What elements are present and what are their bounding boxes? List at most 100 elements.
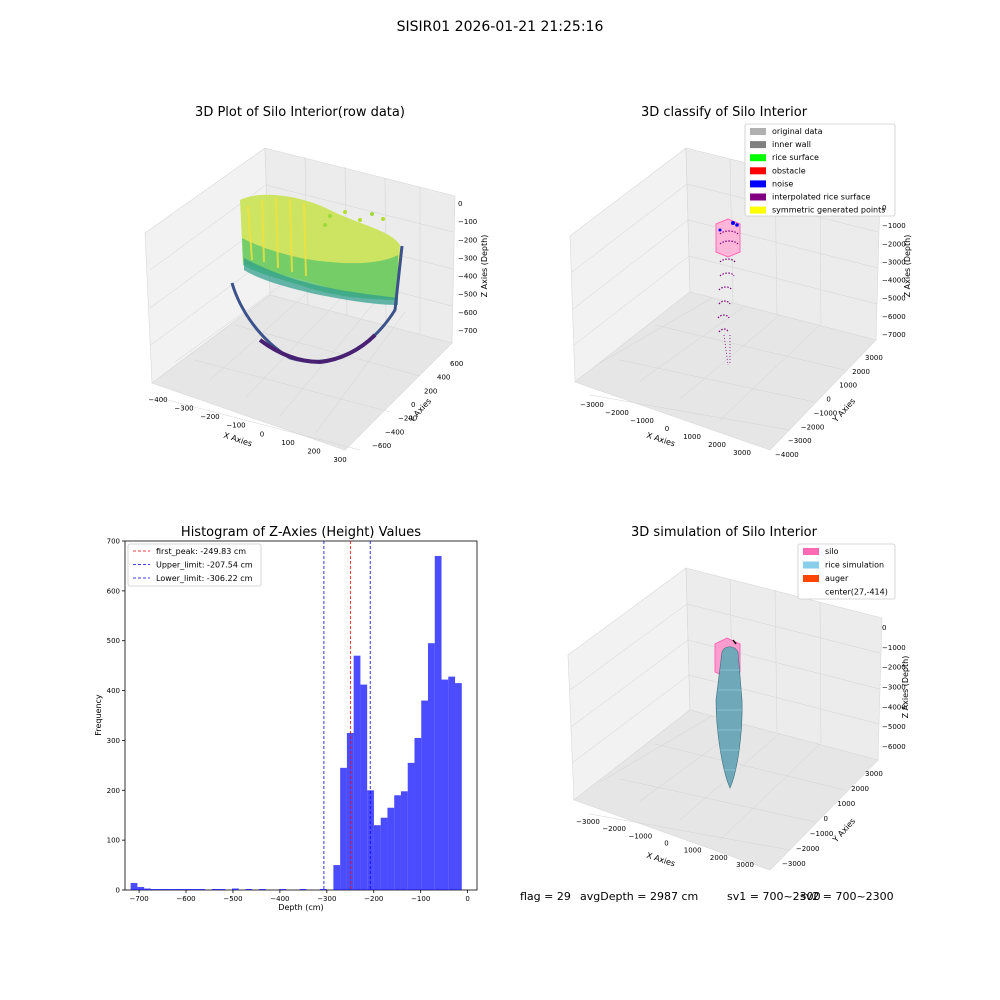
raw-z-tick-label: −300: [458, 254, 477, 262]
simulation-x-tick-label: −1000: [628, 832, 652, 840]
classify-gridlines: [571, 158, 879, 431]
simulation-x-tick-label: 3000: [736, 861, 754, 869]
raw-x-tick-label: 0: [260, 430, 264, 438]
classify-legend-label: original data: [772, 127, 823, 136]
classify-legend-label: noise: [772, 179, 793, 188]
raw-x-tick-label: 100: [281, 439, 294, 447]
histogram-x-tick-label: −100: [411, 895, 430, 903]
histogram-x-tick-label: −600: [176, 895, 195, 903]
histogram-y-tick-label: 0: [116, 887, 120, 895]
simulation-surfaces: [714, 637, 743, 789]
classify-legend-swatch: [750, 193, 766, 201]
raw-z-tick-label: −600: [458, 309, 477, 317]
raw-x-tick-label: −300: [174, 405, 193, 413]
histogram-bar: [380, 817, 388, 890]
classify-y-tick-label: 0: [826, 396, 830, 404]
histogram-bar: [455, 683, 462, 890]
histogram-x-tick-label: 0: [465, 895, 469, 903]
histogram-bar: [164, 889, 172, 890]
histogram-x-ticks: −700 −600 −500 −400 −300 −200 −100 0: [129, 890, 470, 903]
simulation-z-tick-label: −5000: [882, 723, 906, 731]
classify-y-tick-label: −1000: [814, 409, 838, 417]
histogram-bars: [130, 555, 462, 890]
histogram-legend: first_peak: -249.83 cm Upper_limit: -207.…: [127, 543, 262, 587]
classify-x-tick-labels: −3000−2000−1000 0 1000 2000 3000: [580, 401, 751, 457]
raw-x-tick-label: −200: [200, 413, 219, 421]
simulation-legend-label: center(27,-414): [825, 588, 888, 597]
simulation-z-tick-label: 0: [882, 624, 886, 632]
histogram-bar: [360, 684, 368, 890]
classify-legend-swatch: [750, 167, 766, 175]
histogram-bar: [191, 889, 199, 890]
classify-legend-label: rice surface: [772, 153, 819, 162]
histogram-legend-label: Upper_limit: -207.54 cm: [156, 561, 253, 570]
simulation-legend-swatch: [803, 575, 819, 582]
histogram-bar: [333, 865, 341, 890]
simulation-x-tick-label: −3000: [576, 818, 600, 826]
classify-z-tick-label: −2000: [882, 240, 906, 248]
simulation-y-tick-label: −1000: [810, 830, 834, 838]
histogram-legend-label: Lower_limit: -306.22 cm: [156, 574, 253, 583]
classify-legend-label: interpolated rice surface: [772, 193, 870, 202]
simulation-x-tick-label: 1000: [684, 847, 702, 855]
histogram-y-tick-label: 700: [107, 538, 120, 546]
classify-x-tick-label: 1000: [683, 433, 701, 441]
raw-y-tick-label: 600: [450, 360, 463, 368]
histogram-bar: [198, 889, 205, 890]
simulation-plot-title: 3D simulation of Silo Interior: [631, 525, 818, 540]
simulation-legend-label: auger: [825, 574, 849, 583]
histogram-y-tick-label: 200: [107, 787, 120, 795]
classify-y-tick-label: 2000: [852, 368, 870, 376]
footer-status: flag = 29 avgDepth = 2987 cm sv1 = 700~2…: [520, 890, 894, 903]
raw-y-tick-label: −200: [398, 415, 417, 423]
simulation-legend: silo rice simulation auger center(27,-414): [797, 543, 896, 600]
simulation-3d-plot: 3D simulation of Silo Interior silo rice …: [567, 525, 910, 871]
histogram-bar: [232, 888, 239, 890]
simulation-y-tick-label: −2000: [796, 845, 820, 853]
histogram-bar: [150, 889, 158, 890]
footer-sv2: sv2 = 700~2300: [800, 890, 894, 903]
classify-point-cloud: [715, 218, 741, 366]
raw-z-tick-label: −400: [458, 273, 477, 281]
histogram-bar: [428, 643, 435, 890]
raw-z-tick-label: −700: [458, 327, 477, 335]
raw-x-tick-label: −100: [226, 422, 245, 430]
classify-z-axis-label: Z Axies (Depth): [903, 235, 912, 298]
histogram-bar: [394, 795, 401, 890]
classify-legend-swatch: [750, 180, 766, 188]
simulation-x-tick-label: 0: [664, 840, 668, 848]
raw-z-tick-label: −100: [458, 218, 477, 226]
classify-legend-swatch: [750, 128, 766, 135]
histogram-bar: [144, 888, 151, 890]
histogram-bar: [434, 555, 442, 890]
classify-x-tick-label: 3000: [733, 449, 751, 457]
histogram-x-tick-label: −700: [129, 895, 148, 903]
histogram-title: Histogram of Z-Axies (Height) Values: [181, 525, 421, 540]
histogram-x-tick-label: −400: [270, 895, 289, 903]
raw-z-tick-labels: 0 −100 −200 −300 −400 −500 −600 −700: [458, 200, 477, 335]
histogram-bar: [218, 889, 226, 890]
classify-legend-label: inner wall: [772, 140, 811, 149]
histogram-bar: [414, 737, 422, 890]
simulation-x-tick-label: −2000: [602, 825, 626, 833]
histogram-x-axis-label: Depth (cm): [278, 903, 323, 912]
histogram-bar: [407, 762, 415, 890]
classify-legend-label: obstacle: [772, 166, 806, 175]
raw-y-tick-label: −600: [372, 442, 391, 450]
simulation-z-tick-label: −1000: [882, 644, 906, 652]
histogram-bar: [340, 767, 347, 890]
simulation-y-tick-label: 2000: [851, 785, 869, 793]
figure-title: SISIR01 2026-01-21 21:25:16: [397, 19, 604, 35]
histogram-bar: [421, 700, 429, 890]
simulation-z-axis-label: Z Axies (Depth): [901, 656, 910, 719]
classify-plot-title: 3D classify of Silo Interior: [641, 105, 808, 120]
simulation-y-tick-label: 1000: [837, 800, 855, 808]
histogram-reference-lines: [323, 541, 371, 890]
histogram-y-tick-label: 100: [107, 837, 120, 845]
histogram-y-tick-label: 400: [107, 687, 120, 695]
classify-x-tick-label: 0: [665, 425, 669, 433]
histogram-bar: [299, 889, 307, 890]
raw-x-tick-label: 200: [307, 447, 320, 455]
classify-z-tick-labels: 0 −1000 −2000 −3000 −4000 −5000 −6000 −7000: [882, 204, 906, 339]
